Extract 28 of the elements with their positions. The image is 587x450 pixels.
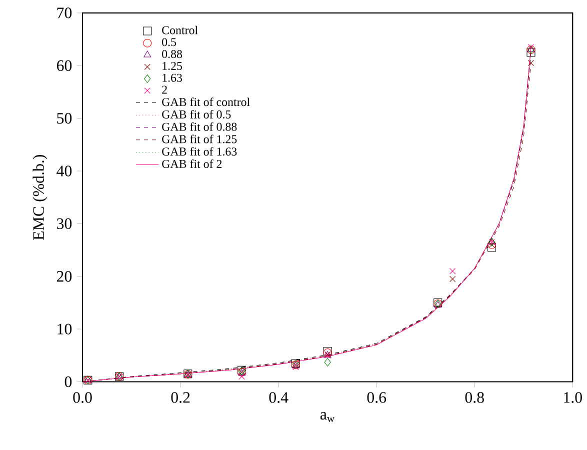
legend-label: GAB fit of control bbox=[162, 97, 250, 106]
x-tick-label: 0.8 bbox=[465, 392, 484, 403]
legend-label: GAB fit of 0.88 bbox=[162, 122, 237, 131]
legend-label: 1.63 bbox=[162, 74, 182, 82]
legend-label: GAB fit of 1.25 bbox=[162, 134, 237, 144]
legend-label: 1.25 bbox=[162, 62, 182, 70]
x-axis-title: a$_{w}$ bbox=[320, 412, 335, 422]
y-tick-label: 20 bbox=[56, 270, 72, 282]
x-tick-label: 0.6 bbox=[367, 392, 386, 403]
x-tick-label: 1.0 bbox=[564, 392, 582, 403]
legend-label: 2 bbox=[162, 86, 167, 94]
y-tick-label: 30 bbox=[57, 218, 72, 229]
legend-label: GAB fit of 0.5 bbox=[162, 110, 231, 118]
legend-label: 0.88 bbox=[162, 50, 182, 58]
y-tick-label: 50 bbox=[57, 112, 72, 124]
y-tick-label: 0 bbox=[64, 376, 72, 387]
legend-label: 0.5 bbox=[162, 38, 176, 46]
legend-label: Control bbox=[162, 26, 198, 34]
y-tick-label: 40 bbox=[56, 165, 72, 176]
legend-label: GAB fit of 1.63 bbox=[162, 146, 237, 156]
x-tick-label: 0.0 bbox=[73, 392, 92, 403]
y-tick-label: 10 bbox=[58, 324, 72, 334]
y-axis-title: EMC (%d.b.) bbox=[32, 154, 48, 240]
y-tick-label: 60 bbox=[56, 60, 72, 71]
x-tick-label: 0.2 bbox=[171, 392, 190, 403]
legend-label: GAB fit of 2 bbox=[162, 159, 222, 168]
x-tick-label: 0.4 bbox=[269, 392, 288, 403]
y-tick-label: 70 bbox=[57, 7, 72, 18]
